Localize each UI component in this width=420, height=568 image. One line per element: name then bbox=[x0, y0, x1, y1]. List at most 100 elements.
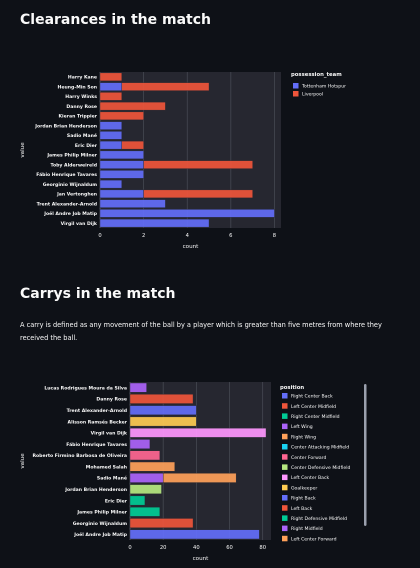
clearances-x-axis-label: count bbox=[183, 244, 200, 250]
carrys-y-tick-label: Fábio Henrique Tavares bbox=[66, 441, 127, 448]
clearances-y-tick-label: Jan Vertonghen bbox=[56, 192, 97, 198]
carrys-legend-title: position bbox=[280, 385, 304, 391]
clearances-x-tick-label: 0 bbox=[98, 233, 101, 239]
carrys-chart[interactable]: 0 20 40 60 80 Lucas Rodrigues Moura da Silva D… bbox=[0, 378, 420, 568]
clearances-bar-georginio-wijnaldum-tottenham-hotspur[interactable] bbox=[99, 179, 123, 189]
clearances-bar-harry-winks-liverpool[interactable] bbox=[99, 92, 123, 101]
carrys-x-tick-label: 80 bbox=[259, 545, 266, 551]
carrys-legend-item-left-center-forward[interactable]: Left Center Forward bbox=[291, 536, 337, 542]
carrys-bar-fabio-henrique-tavares-right-midfield[interactable] bbox=[129, 439, 151, 449]
carrys-legend-item-right-midfield[interactable]: Right Midfield bbox=[291, 526, 323, 532]
carrys-x-tick-label: 40 bbox=[193, 545, 200, 551]
clearances-y-tick-label: Kieran Trippier bbox=[59, 114, 98, 120]
carrys-legend-swatch-center-attacking-midfield[interactable] bbox=[282, 444, 288, 450]
carrys-x-tick-label: 20 bbox=[160, 545, 167, 551]
clearances-y-tick-label: Harry Winks bbox=[65, 94, 97, 100]
clearances-bar-eric-dier-liverpool[interactable] bbox=[121, 140, 144, 150]
clearances-bar-heung-min-son-liverpool[interactable] bbox=[121, 82, 210, 91]
carrys-legend-item-left-center-back[interactable]: Left Center Back bbox=[291, 475, 330, 481]
clearances-bar-danny-rose-liverpool[interactable] bbox=[99, 101, 166, 111]
carrys-legend-scrollbar[interactable] bbox=[364, 384, 367, 526]
carrys-legend-swatch-left-center-midfield[interactable] bbox=[282, 403, 288, 409]
carrys-legend-item-left-back[interactable]: Left Back bbox=[291, 506, 313, 512]
clearances-y-tick-label: Fábio Henrique Tavares bbox=[36, 171, 97, 178]
clearances-bar-sadio-mane-tottenham-hotspur[interactable] bbox=[99, 131, 123, 140]
carrys-legend-swatch-left-back[interactable] bbox=[282, 505, 288, 511]
carrys-y-tick-label: Jordan Brian Henderson bbox=[64, 487, 127, 493]
clearances-bar-harry-kane-liverpool[interactable] bbox=[99, 72, 123, 82]
carrys-legend-item-right-wing[interactable]: Right Wing bbox=[291, 434, 316, 440]
carrys-legend-item-left-wing[interactable]: Left Wing bbox=[291, 424, 313, 430]
carrys-legend-swatch-left-center-back[interactable] bbox=[282, 474, 288, 481]
carrys-bar-mohamed-salah-right-wing[interactable] bbox=[129, 461, 175, 472]
carrys-legend-item-center-attacking-midfield[interactable]: Center Attacking Midfield bbox=[291, 445, 349, 451]
carrys-legend-item-right-back[interactable]: Right Back bbox=[291, 496, 316, 502]
clearances-legend-item-tottenham-hotspur[interactable]: Tottenham Hotspur bbox=[301, 84, 346, 90]
carrys-legend-item-right-center-midfield[interactable]: Right Center Midfield bbox=[291, 414, 340, 420]
carrys-legend-swatch-right-back[interactable] bbox=[282, 495, 288, 501]
clearances-y-tick-label: Eric Dier bbox=[75, 143, 98, 149]
carrys-legend-item-goalkeeper[interactable]: Goalkeeper bbox=[291, 485, 317, 491]
carrys-legend-swatch-right-wing[interactable] bbox=[282, 433, 288, 440]
carrys-legend-item-right-defensive-midfield[interactable]: Right Defensive Midfield bbox=[291, 516, 347, 522]
clearances-chart[interactable]: 0 2 4 6 8 Harry Kane Heung-Min Son Harry Winks D… bbox=[0, 66, 420, 256]
clearances-bar-toby-alderweireld-tottenham-hotspur[interactable] bbox=[99, 160, 144, 169]
carrys-bar-lucas-rodrigues-moura-da-silva-left-wing[interactable] bbox=[129, 382, 147, 393]
carrys-y-tick-label: Joël Andre Job Matip bbox=[73, 532, 127, 538]
clearances-bar-heung-min-son-tottenham-hotspur[interactable] bbox=[99, 82, 123, 91]
clearances-y-tick-label: Virgil van Dijk bbox=[61, 221, 98, 227]
clearances-bar-toby-alderweireld-liverpool[interactable] bbox=[143, 160, 253, 169]
carrys-legend-item-right-center-back[interactable]: Right Center Back bbox=[291, 394, 333, 400]
carrys-y-tick-label: Roberto Firmino Barbosa de Oliveira bbox=[32, 453, 127, 459]
carrys-bar-james-philip-milner-right-center-midfield[interactable] bbox=[129, 506, 161, 517]
clearances-bar-kieran-trippier-liverpool[interactable] bbox=[99, 111, 144, 121]
carrys-legend-swatch-center-forward[interactable] bbox=[282, 454, 288, 460]
carrys-description: A carry is defined as any movement of th… bbox=[20, 321, 382, 342]
carrys-legend-swatch-right-center-back[interactable] bbox=[282, 393, 288, 399]
carrys-bar-joel-andre-job-matip-right-center-back[interactable] bbox=[129, 529, 260, 540]
clearances-y-tick-label: Harry Kane bbox=[68, 75, 97, 81]
carrys-y-tick-label: James Philip Milner bbox=[76, 510, 127, 516]
clearances-bar-trent-alexander-arnold-tottenham-hotspur[interactable] bbox=[99, 199, 166, 208]
clearances-y-tick-label: Sadio Mané bbox=[67, 132, 97, 139]
carrys-legend-item-center-defensive-midfield[interactable]: Center Defensive Midfield bbox=[291, 465, 350, 471]
clearances-legend-swatch-tottenham-hotspur[interactable] bbox=[293, 83, 299, 89]
carrys-bar-sadio-mane-left-wing[interactable] bbox=[129, 473, 164, 483]
carrys-bar-sadio-mane-left-center-forward[interactable] bbox=[162, 473, 237, 483]
carrys-legend-swatch-right-midfield[interactable] bbox=[282, 525, 288, 532]
clearances-bar-eric-dier-tottenham-hotspur[interactable] bbox=[99, 140, 123, 150]
carrys-y-tick-label: Danny Rose bbox=[96, 397, 127, 403]
clearances-x-tick-label: 8 bbox=[273, 233, 276, 239]
clearances-bar-virgil-van-dijk-tottenham-hotspur[interactable] bbox=[99, 218, 210, 228]
carrys-legend-swatch-right-defensive-midfield[interactable] bbox=[282, 515, 288, 521]
carrys-bar-trent-alexander-arnold-right-back[interactable] bbox=[129, 405, 197, 416]
carrys-bar-georginio-wijnaldum-left-center-midfield[interactable] bbox=[129, 518, 194, 528]
carrys-legend-swatch-left-wing[interactable] bbox=[282, 423, 288, 430]
clearances-bar-jan-vertonghen-liverpool[interactable] bbox=[143, 189, 253, 199]
carrys-legend-swatch-left-center-forward[interactable] bbox=[282, 535, 288, 542]
carrys-legend-item-center-forward[interactable]: Center Forward bbox=[291, 455, 326, 461]
clearances-legend-swatch-liverpool[interactable] bbox=[293, 91, 299, 97]
clearances-bar-james-philip-milner-tottenham-hotspur[interactable] bbox=[99, 150, 144, 160]
carrys-y-tick-label: Lucas Rodrigues Moura da Silva bbox=[44, 385, 127, 391]
carrys-bar-roberto-firmino-barbosa-de-oliveira-center-forward[interactable] bbox=[129, 450, 161, 461]
carrys-y-tick-label: Alisson Ramsés Becker bbox=[68, 418, 128, 425]
clearances-legend-item-liverpool[interactable]: Liverpool bbox=[302, 92, 323, 98]
carrys-legend-swatch-center-defensive-midfield[interactable] bbox=[282, 464, 288, 470]
carrys-bar-alisson-ramses-becker-goalkeeper[interactable] bbox=[129, 416, 197, 427]
carrys-legend-swatch-goalkeeper[interactable] bbox=[282, 484, 288, 491]
clearances-bar-fabio-henrique-tavares-tottenham-hotspur[interactable] bbox=[99, 170, 144, 179]
carrys-bar-virgil-van-dijk-left-center-back[interactable] bbox=[129, 427, 267, 438]
carrys-legend-item-left-center-midfield[interactable]: Left Center Midfield bbox=[291, 404, 336, 410]
clearances-y-tick-label: James Philip Milner bbox=[46, 153, 97, 159]
clearances-bar-jan-vertonghen-tottenham-hotspur[interactable] bbox=[99, 189, 144, 199]
clearances-bar-jordan-brian-henderson-tottenham-hotspur[interactable] bbox=[99, 121, 123, 130]
carrys-y-tick-label: Virgil van Dijk bbox=[91, 431, 128, 437]
clearances-x-tick-label: 6 bbox=[229, 233, 232, 239]
carrys-bar-eric-dier-right-defensive-midfield[interactable] bbox=[129, 495, 146, 506]
clearances-bar-joel-andre-job-matip-tottenham-hotspur[interactable] bbox=[99, 209, 275, 218]
carrys-legend-swatch-right-center-midfield[interactable] bbox=[282, 413, 288, 419]
carrys-bar-danny-rose-left-back[interactable] bbox=[129, 394, 194, 404]
carrys-bar-jordan-brian-henderson-center-defensive-midfield[interactable] bbox=[129, 484, 162, 495]
clearances-y-tick-label: Joël Andre Job Matip bbox=[43, 211, 97, 217]
